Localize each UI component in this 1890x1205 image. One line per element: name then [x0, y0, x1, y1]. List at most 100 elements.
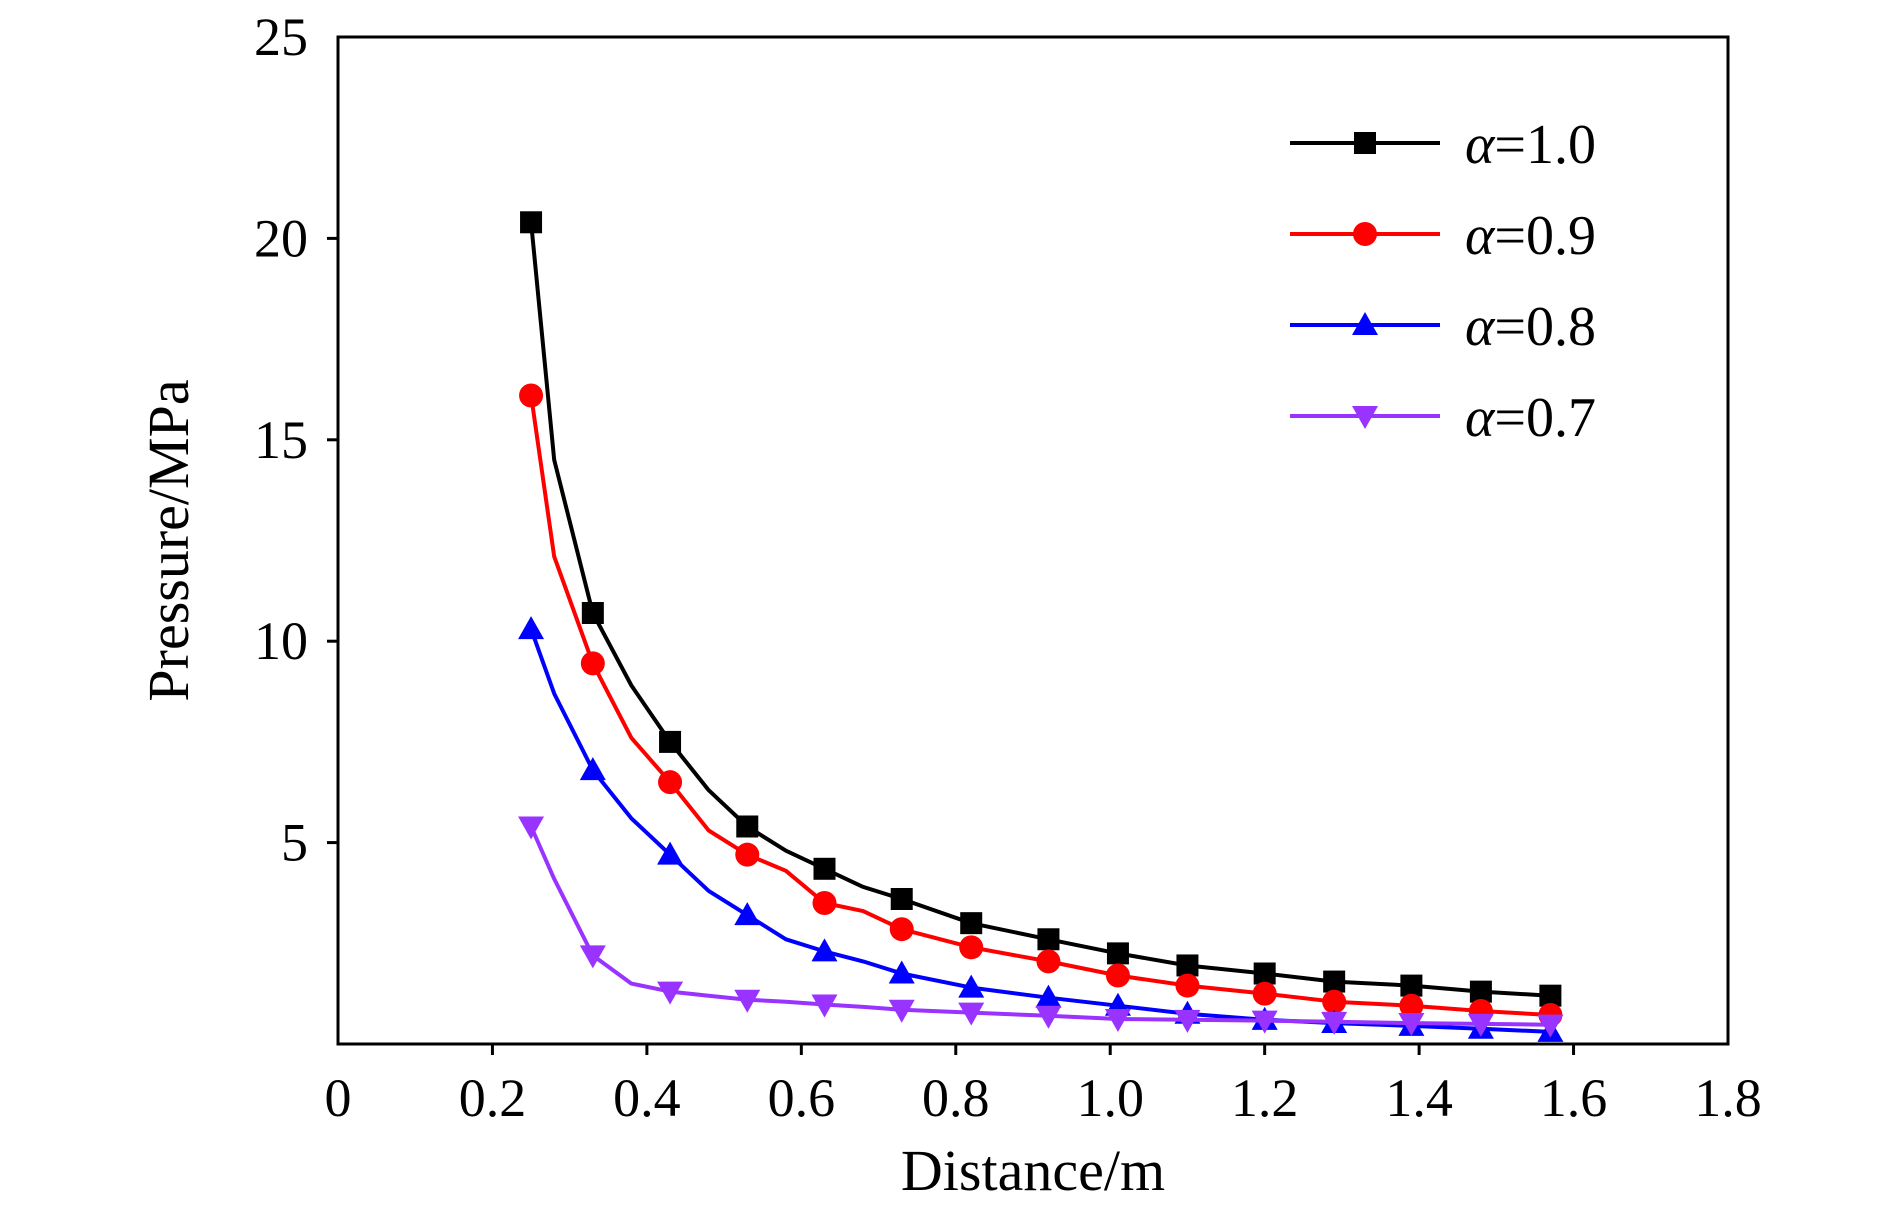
- x-tick-label: 0: [325, 1068, 352, 1128]
- legend-label: α=0.8: [1465, 296, 1596, 358]
- data-point: [1035, 984, 1062, 1008]
- data-point: [1539, 984, 1562, 1007]
- y-axis-ticks: 5 10 15 20 25: [254, 7, 338, 873]
- data-point: [1175, 973, 1200, 998]
- plot-frame: [336, 35, 1730, 1046]
- data-point: [958, 1002, 985, 1026]
- data-point: [959, 935, 984, 960]
- x-tick-label: 0.8: [922, 1068, 990, 1128]
- legend-item: α=1.0: [1290, 114, 1596, 176]
- y-tick-label: 25: [254, 7, 308, 67]
- data-point: [958, 974, 985, 998]
- data-point: [1174, 1009, 1201, 1033]
- data-point: [812, 891, 837, 916]
- data-point: [1252, 981, 1277, 1006]
- data-point: [960, 912, 983, 935]
- legend-item: α=0.8: [1290, 296, 1596, 358]
- data-point: [659, 730, 682, 753]
- legend-marker: [1354, 132, 1376, 154]
- legend-marker: [1352, 312, 1378, 335]
- legend-value: =0.8: [1494, 296, 1596, 358]
- data-point: [811, 994, 838, 1018]
- series-line: [529, 222, 1551, 998]
- data-point: [734, 902, 761, 926]
- x-axis-ticks: 0 0.2 0.4 0.6 0.8 1.0 1.2 1.4 1.6 1.8: [325, 1044, 1762, 1128]
- data-point: [579, 757, 606, 781]
- data-point: [1106, 942, 1129, 965]
- x-tick-label: 1.6: [1540, 1068, 1608, 1128]
- x-tick-label: 1.8: [1694, 1068, 1762, 1128]
- data-point: [657, 981, 684, 1005]
- y-tick-label: 20: [254, 208, 308, 268]
- data-point: [1400, 974, 1423, 997]
- series-2: [519, 383, 1563, 1027]
- data-point: [1105, 963, 1130, 988]
- data-point: [1322, 989, 1347, 1014]
- data-point: [1037, 928, 1060, 951]
- data-point: [1251, 1010, 1278, 1034]
- series-line: [529, 825, 1551, 1027]
- legend-label: α=0.9: [1465, 205, 1596, 267]
- y-axis-title: Pressure/MPa: [136, 379, 201, 701]
- data-point: [735, 842, 760, 867]
- x-tick-label: 0.2: [459, 1068, 527, 1128]
- data-point: [658, 770, 683, 795]
- data-point: [1253, 962, 1276, 985]
- legend-value: =0.7: [1494, 387, 1596, 449]
- data-point: [657, 841, 684, 865]
- legend-label: α=1.0: [1465, 114, 1596, 176]
- data-point: [1399, 993, 1424, 1018]
- legend: α=1.0α=0.9α=0.8α=0.7: [1290, 114, 1596, 449]
- legend-marker: [1353, 222, 1377, 246]
- data-point: [811, 938, 838, 962]
- legend-item: α=0.9: [1290, 205, 1596, 267]
- data-point: [518, 616, 545, 640]
- y-tick-label: 15: [254, 410, 308, 470]
- y-tick-label: 5: [281, 813, 308, 873]
- data-point: [1035, 1005, 1062, 1029]
- x-axis-title: Distance/m: [901, 1138, 1165, 1203]
- legend-value: =0.9: [1494, 205, 1596, 267]
- data-point: [1398, 1013, 1425, 1037]
- data-point: [520, 211, 543, 234]
- legend-label: α=0.7: [1465, 387, 1596, 449]
- data-point: [888, 960, 915, 984]
- y-tick-label: 10: [254, 611, 308, 671]
- legend-value: =1.0: [1494, 114, 1596, 176]
- series-line: [529, 628, 1551, 1034]
- data-point: [1469, 980, 1492, 1003]
- x-tick-label: 1.2: [1231, 1068, 1299, 1128]
- x-tick-label: 0.4: [613, 1068, 681, 1128]
- data-point: [1323, 970, 1346, 993]
- data-point: [1321, 1011, 1348, 1035]
- data-point: [1537, 1014, 1564, 1038]
- legend-alpha-symbol: α: [1465, 114, 1496, 176]
- x-tick-label: 1.0: [1076, 1068, 1144, 1128]
- data-point: [736, 815, 759, 838]
- data-point: [1467, 1013, 1494, 1037]
- legend-alpha-symbol: α: [1465, 387, 1496, 449]
- data-point: [1104, 1009, 1131, 1033]
- legend-item: α=0.7: [1290, 387, 1596, 449]
- x-tick-label: 0.6: [768, 1068, 836, 1128]
- data-point: [580, 651, 605, 676]
- series-layer: [518, 211, 1564, 1042]
- data-point: [890, 887, 913, 910]
- data-point: [519, 383, 544, 408]
- data-point: [518, 816, 545, 840]
- legend-marker: [1352, 406, 1378, 429]
- data-point: [1176, 954, 1199, 977]
- data-point: [888, 999, 915, 1023]
- series-1: [520, 211, 1562, 1007]
- legend-alpha-symbol: α: [1465, 296, 1496, 358]
- data-point: [889, 917, 914, 942]
- data-point: [1036, 949, 1061, 974]
- data-point: [734, 989, 761, 1013]
- legend-alpha-symbol: α: [1465, 205, 1496, 267]
- data-point: [581, 602, 604, 625]
- series-4: [518, 816, 1564, 1038]
- x-tick-label: 1.4: [1385, 1068, 1453, 1128]
- data-point: [579, 945, 606, 969]
- series-line: [529, 395, 1551, 1017]
